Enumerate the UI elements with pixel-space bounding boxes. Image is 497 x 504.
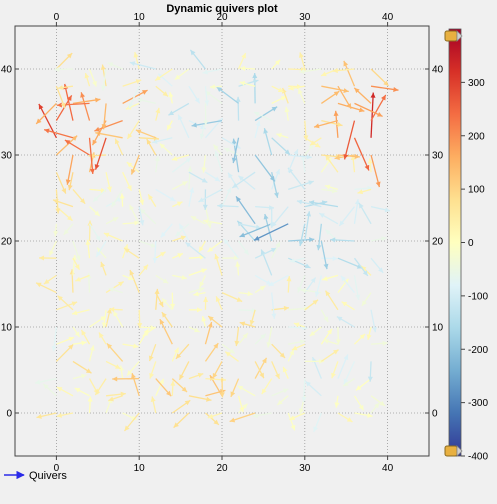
y-tick-label-right: 40 [432, 65, 444, 76]
x-tick-label-bottom: 10 [134, 463, 146, 474]
y-tick-label-right: 20 [432, 237, 444, 248]
x-tick-label-bottom: 40 [382, 463, 394, 474]
x-tick-label-top: 30 [299, 12, 311, 23]
y-tick-label-right: 30 [432, 151, 444, 162]
legend[interactable]: Quivers [4, 470, 67, 482]
y-tick-label-right: 10 [432, 323, 444, 334]
colorbar-tick-label: -200 [468, 345, 488, 356]
x-tick-label-top: 40 [382, 12, 394, 23]
colorbar-tick-label: -400 [468, 452, 488, 463]
x-tick-label-bottom: 20 [216, 463, 228, 474]
colorbar-tick-label: 100 [468, 185, 485, 196]
chart-title: Dynamic quivers plot [166, 3, 278, 15]
colorbar-axis: -400 -300 -200 -100 0 100 200 300 [461, 78, 488, 463]
legend-label: Quivers [29, 470, 67, 482]
colorbar-tick-label: 300 [468, 78, 485, 89]
colorbar-tick-label: 0 [468, 238, 474, 249]
colorbar [449, 29, 461, 456]
x-tick-label-top: 0 [54, 12, 60, 23]
y-tick-label-left: 30 [1, 151, 13, 162]
colorbar-tick-label: -300 [468, 398, 488, 409]
colorbar-tick-label: -100 [468, 291, 488, 302]
y-tick-label-left: 40 [1, 65, 13, 76]
colorbar-tick-label: 200 [468, 131, 485, 142]
x-tick-label-bottom: 30 [299, 463, 311, 474]
y-tick-label-right: 0 [432, 409, 438, 420]
y-tick-label-left: 10 [1, 323, 13, 334]
y-tick-label-left: 0 [6, 409, 12, 420]
y-tick-label-left: 20 [1, 237, 13, 248]
x-tick-label-top: 10 [134, 12, 146, 23]
